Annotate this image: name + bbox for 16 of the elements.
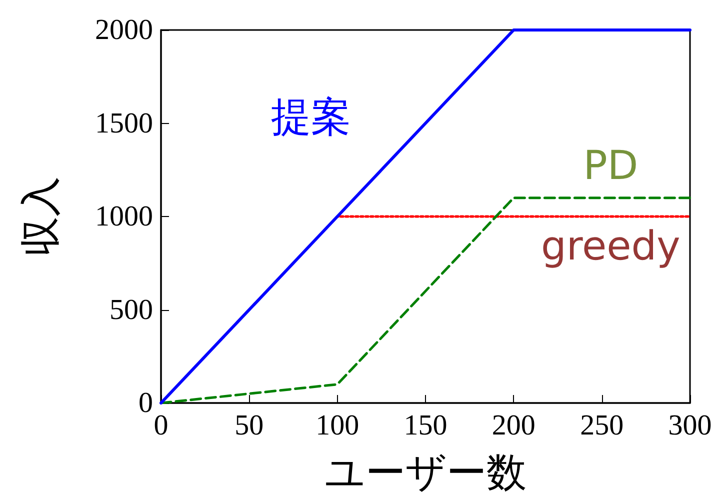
- x-tick-label: 50: [234, 410, 264, 442]
- x-tick-label: 200: [492, 410, 536, 442]
- x-tick-label: 150: [404, 410, 448, 442]
- y-tick-label: 500: [110, 294, 153, 326]
- y-tick-label: 1500: [95, 107, 153, 140]
- y-tick-label: 1000: [95, 200, 153, 232]
- y-axis-title: 収入: [18, 176, 64, 256]
- x-tick-label: 300: [668, 410, 712, 442]
- series-label: PD: [583, 143, 638, 190]
- x-tick-label: 100: [316, 410, 360, 442]
- x-tick-label: 250: [580, 410, 624, 442]
- y-tick-label: 2000: [95, 14, 153, 46]
- x-axis-title: ユーザー数: [324, 450, 526, 496]
- series-label: greedy: [541, 223, 680, 270]
- series-label: 提案: [270, 94, 351, 141]
- y-tick-label: 0: [138, 387, 153, 419]
